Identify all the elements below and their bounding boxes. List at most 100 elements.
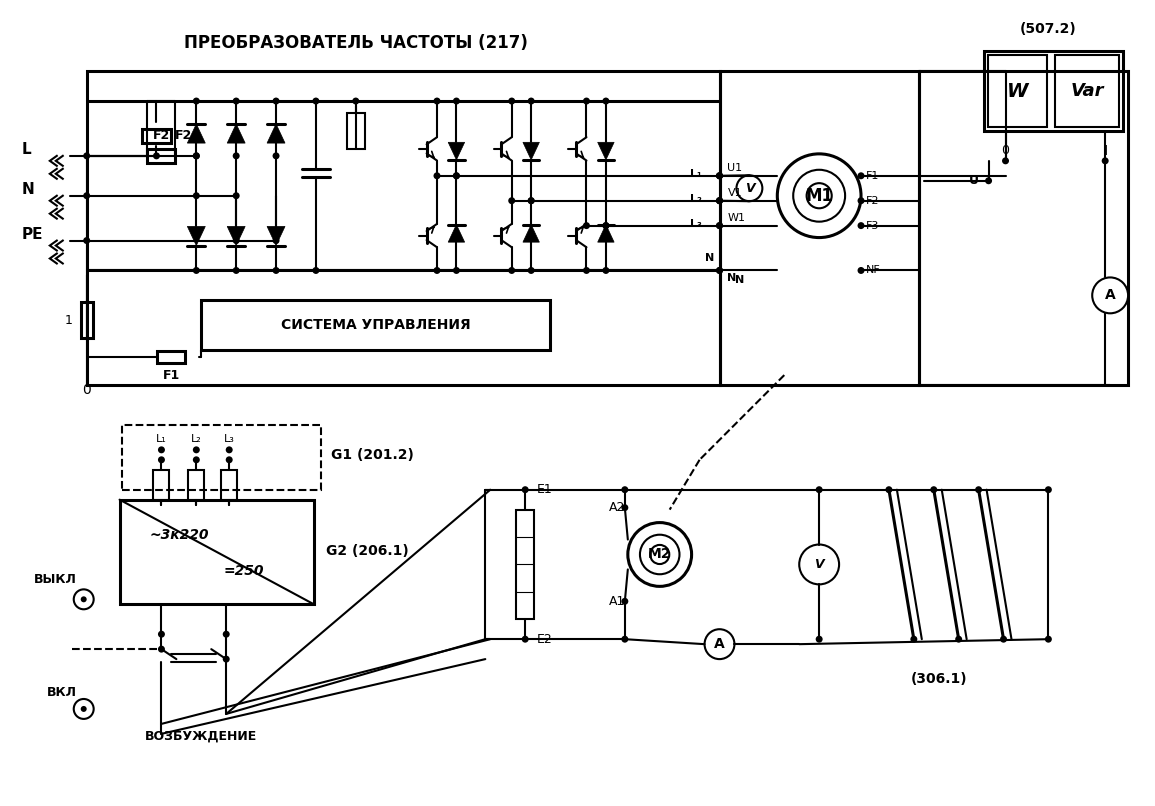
Circle shape [705, 629, 735, 659]
Bar [988, 55, 1048, 127]
Text: E2: E2 [537, 633, 553, 646]
Circle shape [273, 152, 280, 160]
Bar [120, 500, 314, 604]
Circle shape [621, 598, 628, 604]
Circle shape [621, 636, 628, 642]
Bar [201, 301, 550, 350]
Circle shape [453, 267, 460, 274]
Circle shape [910, 636, 917, 642]
Circle shape [273, 98, 280, 105]
Text: L₂: L₂ [191, 434, 202, 444]
Text: F3: F3 [866, 221, 879, 231]
Text: 1: 1 [65, 314, 73, 326]
Circle shape [273, 267, 280, 274]
Text: N: N [728, 273, 737, 284]
Circle shape [857, 267, 864, 274]
Bar [142, 129, 171, 143]
Circle shape [158, 631, 165, 638]
Circle shape [433, 172, 440, 179]
Circle shape [777, 154, 860, 238]
Circle shape [528, 197, 535, 204]
Circle shape [716, 197, 723, 204]
Text: A2: A2 [609, 501, 625, 514]
Polygon shape [187, 124, 206, 143]
Circle shape [232, 192, 240, 199]
Circle shape [857, 222, 864, 229]
Text: F2: F2 [152, 130, 170, 143]
Bar [157, 351, 185, 364]
Circle shape [312, 98, 320, 105]
Circle shape [433, 98, 440, 105]
Circle shape [193, 456, 200, 463]
Circle shape [1102, 157, 1109, 164]
Circle shape [1045, 486, 1052, 493]
Text: A: A [714, 638, 725, 651]
Text: W: W [1007, 81, 1028, 101]
Circle shape [83, 192, 90, 199]
Circle shape [799, 545, 839, 584]
Circle shape [886, 486, 893, 493]
Circle shape [433, 267, 440, 274]
Text: U: U [969, 174, 978, 187]
Circle shape [603, 98, 610, 105]
Polygon shape [267, 226, 285, 246]
Circle shape [193, 192, 200, 199]
Circle shape [603, 222, 610, 229]
Polygon shape [523, 143, 539, 160]
Circle shape [522, 486, 529, 493]
Circle shape [158, 447, 165, 453]
Text: Var: Var [1071, 82, 1104, 100]
Circle shape [716, 197, 723, 204]
Circle shape [955, 636, 962, 642]
Circle shape [975, 486, 982, 493]
Circle shape [232, 267, 240, 274]
Circle shape [1093, 277, 1128, 314]
Circle shape [716, 172, 723, 179]
Circle shape [930, 486, 937, 493]
Text: L₃: L₃ [690, 218, 701, 229]
Circle shape [225, 456, 232, 463]
Polygon shape [523, 225, 539, 242]
Circle shape [508, 197, 515, 204]
Text: L: L [22, 143, 31, 157]
Circle shape [453, 98, 460, 105]
Text: N: N [22, 182, 35, 197]
Circle shape [1003, 157, 1009, 164]
Polygon shape [597, 143, 614, 160]
Text: ВЫКЛ: ВЫКЛ [33, 573, 76, 586]
Polygon shape [228, 226, 245, 246]
Circle shape [528, 98, 535, 105]
Circle shape [522, 636, 529, 642]
Text: E1: E1 [537, 484, 553, 496]
Circle shape [628, 522, 692, 587]
Bar [222, 470, 237, 500]
Text: ВКЛ: ВКЛ [46, 685, 76, 699]
Circle shape [508, 267, 515, 274]
Text: F2: F2 [866, 196, 879, 206]
Circle shape [857, 197, 864, 204]
Text: W1: W1 [728, 213, 745, 222]
Circle shape [273, 237, 280, 244]
Bar [984, 52, 1123, 131]
Circle shape [1000, 636, 1007, 642]
Text: V1: V1 [728, 188, 743, 197]
Circle shape [716, 172, 723, 179]
Text: V: V [814, 558, 824, 571]
Text: 0: 0 [1001, 144, 1009, 157]
Circle shape [193, 98, 200, 105]
Circle shape [193, 152, 200, 160]
Text: ПРЕОБРАЗОВАТЕЛЬ ЧАСТОТЫ (217): ПРЕОБРАЗОВАТЕЛЬ ЧАСТОТЫ (217) [184, 34, 528, 52]
Circle shape [453, 172, 460, 179]
Text: M2: M2 [648, 547, 671, 562]
Bar [87, 71, 720, 385]
Text: N: N [736, 276, 745, 285]
Text: U1: U1 [728, 163, 743, 172]
Bar [121, 425, 321, 490]
Circle shape [81, 596, 87, 602]
Circle shape [232, 98, 240, 105]
Text: N: N [705, 254, 714, 264]
Bar [81, 302, 92, 339]
Circle shape [716, 222, 723, 229]
Circle shape [528, 197, 535, 204]
Circle shape [193, 267, 200, 274]
